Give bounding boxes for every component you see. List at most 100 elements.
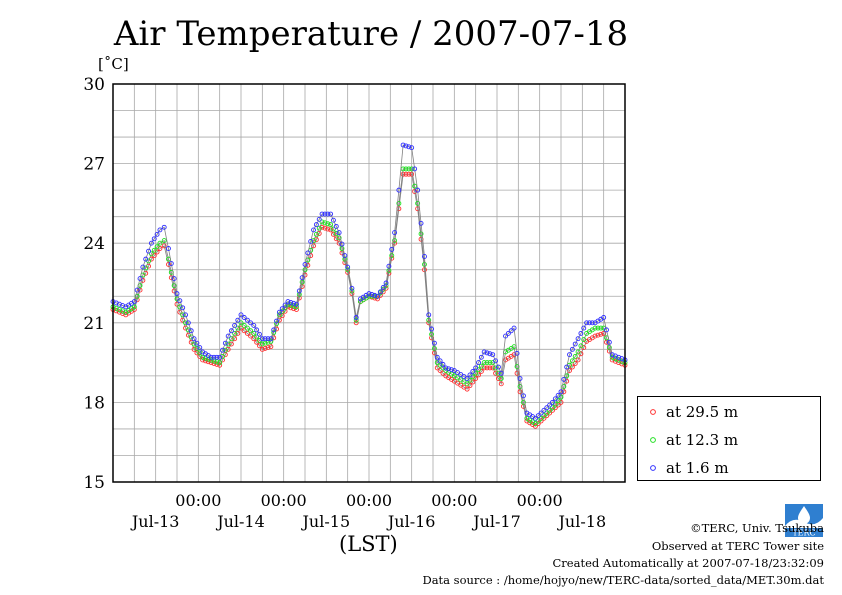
data-point bbox=[349, 285, 355, 291]
data-point bbox=[241, 323, 247, 328]
data-point bbox=[514, 350, 520, 356]
data-point bbox=[131, 304, 137, 310]
data-point bbox=[550, 405, 555, 411]
data-point bbox=[134, 287, 140, 293]
data-point bbox=[319, 219, 325, 225]
data-point bbox=[584, 320, 590, 326]
data-point bbox=[171, 283, 177, 289]
data-point bbox=[478, 363, 484, 369]
data-point bbox=[131, 299, 137, 305]
data-point bbox=[490, 352, 496, 358]
data-point bbox=[495, 376, 501, 381]
data-point bbox=[487, 360, 493, 366]
data-point bbox=[217, 354, 223, 360]
data-point bbox=[541, 415, 547, 421]
data-point bbox=[262, 336, 268, 342]
data-point bbox=[294, 304, 299, 310]
data-point bbox=[538, 410, 544, 416]
data-point bbox=[412, 166, 418, 172]
data-point bbox=[396, 200, 402, 206]
data-point bbox=[558, 389, 564, 395]
data-point bbox=[386, 263, 392, 269]
data-point bbox=[429, 331, 435, 337]
data-point bbox=[604, 327, 609, 333]
data-point bbox=[322, 211, 328, 217]
data-point bbox=[268, 338, 274, 344]
data-point bbox=[484, 350, 490, 356]
data-point bbox=[177, 304, 183, 310]
data-point bbox=[464, 386, 470, 392]
data-point bbox=[268, 336, 274, 342]
data-point bbox=[547, 410, 553, 416]
data-point bbox=[217, 360, 223, 366]
legend-marker-12-3m bbox=[650, 437, 656, 443]
data-point bbox=[211, 358, 217, 364]
data-point bbox=[137, 276, 143, 282]
data-point bbox=[422, 261, 427, 267]
data-point bbox=[248, 333, 254, 339]
data-point bbox=[437, 368, 443, 374]
data-point bbox=[271, 327, 277, 333]
y-tick-label: 18 bbox=[83, 393, 105, 413]
data-point bbox=[598, 331, 604, 337]
data-point bbox=[336, 240, 342, 246]
created-note: Created Automatically at 2007-07-18/23:3… bbox=[552, 556, 825, 570]
data-point bbox=[487, 351, 493, 357]
data-point bbox=[191, 346, 197, 352]
data-point bbox=[254, 327, 260, 333]
data-point bbox=[569, 358, 575, 364]
data-point bbox=[380, 284, 386, 290]
data-point bbox=[521, 399, 526, 405]
plot-frame bbox=[112, 83, 626, 483]
data-point bbox=[166, 261, 171, 267]
data-point bbox=[328, 211, 334, 217]
data-point bbox=[517, 384, 523, 389]
data-point bbox=[561, 389, 567, 395]
data-point bbox=[406, 144, 412, 150]
x-axis-label: (LST) bbox=[339, 532, 398, 556]
data-point bbox=[446, 366, 452, 372]
data-point bbox=[415, 200, 421, 206]
x-tick-time-label: 00:00 bbox=[431, 491, 477, 510]
data-point bbox=[308, 253, 314, 259]
data-point bbox=[220, 353, 225, 359]
data-point bbox=[544, 413, 550, 419]
data-point bbox=[302, 267, 308, 273]
data-point bbox=[606, 345, 612, 351]
data-point bbox=[222, 347, 228, 353]
series-layer bbox=[110, 142, 628, 429]
x-tick-time-label: 00:00 bbox=[517, 491, 563, 510]
data-point bbox=[330, 226, 336, 232]
data-point bbox=[467, 372, 473, 378]
data-point bbox=[389, 253, 395, 259]
data-point bbox=[495, 364, 501, 370]
data-point bbox=[473, 365, 479, 371]
data-point bbox=[265, 336, 271, 342]
data-point bbox=[375, 296, 380, 302]
data-point bbox=[134, 293, 140, 299]
data-point bbox=[151, 247, 157, 253]
data-point bbox=[244, 330, 250, 336]
data-source: Data source : /home/hojyo/new/TERC-data/… bbox=[422, 573, 824, 587]
data-point bbox=[225, 341, 231, 347]
data-point bbox=[487, 365, 493, 371]
data-point bbox=[228, 341, 234, 347]
data-point bbox=[333, 236, 339, 242]
data-point bbox=[601, 330, 607, 336]
data-point bbox=[333, 223, 339, 229]
data-point bbox=[194, 345, 200, 351]
data-point bbox=[322, 220, 328, 226]
data-point bbox=[422, 254, 427, 259]
data-point bbox=[171, 276, 177, 282]
data-point bbox=[325, 226, 331, 232]
data-point bbox=[508, 328, 514, 334]
data-point bbox=[208, 357, 214, 363]
data-point bbox=[220, 347, 225, 353]
data-point bbox=[426, 317, 432, 323]
data-point bbox=[180, 312, 186, 318]
data-point bbox=[336, 235, 342, 241]
data-point bbox=[222, 340, 228, 346]
data-point bbox=[185, 327, 191, 333]
data-point bbox=[254, 334, 260, 340]
